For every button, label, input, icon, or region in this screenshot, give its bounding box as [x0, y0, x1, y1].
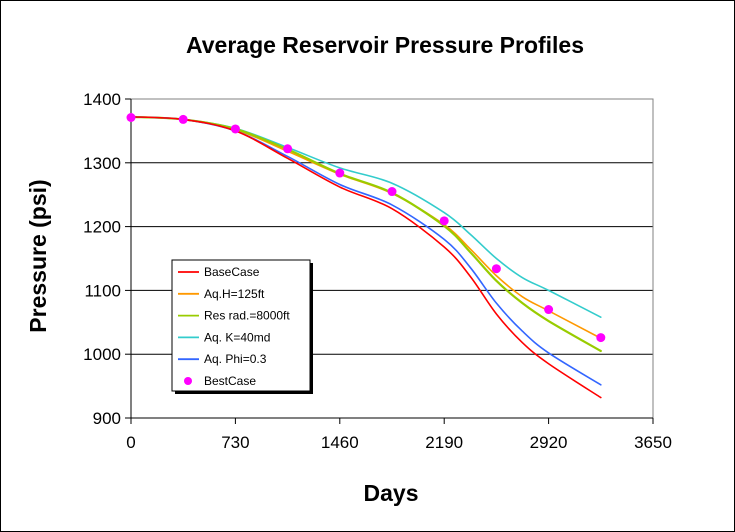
data-point-bestcase	[491, 264, 501, 274]
y-tick-label: 1400	[83, 90, 121, 109]
data-point-bestcase	[126, 113, 136, 123]
legend-items: BaseCase Aq.H=125ft Res rad.=8000ft Aq. K=4…	[178, 265, 290, 388]
data-point-bestcase	[439, 216, 449, 226]
y-tick-label: 1300	[83, 154, 121, 173]
series-line-res-rad-8000ft	[129, 115, 602, 353]
series-group	[126, 113, 606, 399]
data-point-bestcase	[230, 124, 240, 134]
y-axis-label: Pressure (psi)	[25, 179, 51, 332]
y-tick-label: 1100	[84, 281, 121, 300]
x-tick-label: 1460	[321, 433, 359, 452]
data-point-bestcase	[335, 168, 345, 178]
data-point-bestcase	[544, 305, 554, 315]
x-axis-label: Days	[364, 480, 419, 506]
legend-swatch-bestcase	[184, 377, 192, 385]
chart-title: Average Reservoir Pressure Profiles	[186, 32, 584, 58]
data-point-bestcase	[178, 114, 188, 124]
legend: BaseCase Aq.H=125ft Res rad.=8000ft Aq. K=4…	[171, 259, 313, 394]
legend-label-aq-k-40md: Aq. K=40md	[204, 330, 270, 344]
legend-label-aq-h-125ft: Aq.H=125ft	[204, 287, 265, 301]
y-tick-label: 1000	[83, 345, 121, 364]
y-tick-label: 900	[93, 409, 121, 428]
x-tick-label: 2920	[530, 433, 568, 452]
legend-label-res-rad-8000ft: Res rad.=8000ft	[204, 309, 290, 323]
legend-label-basecase: BaseCase	[204, 265, 260, 279]
x-tick-label: 0	[126, 433, 135, 452]
legend-label-bestcase: BestCase	[204, 374, 256, 388]
y-tick-label: 1200	[83, 218, 121, 237]
legend-box	[171, 259, 311, 392]
data-point-bestcase	[283, 144, 293, 154]
legend-label-aq-phi-0-3: Aq. Phi=0.3	[204, 352, 267, 366]
x-tick-label: 3650	[634, 433, 672, 452]
x-tick-label: 730	[221, 433, 249, 452]
axes: 900 1000 1100 1200 1300 1400 0 730 1460 2190 2920 3…	[83, 90, 672, 452]
x-tick-label: 2190	[425, 433, 463, 452]
data-point-bestcase	[596, 333, 606, 343]
data-point-bestcase	[387, 187, 397, 197]
